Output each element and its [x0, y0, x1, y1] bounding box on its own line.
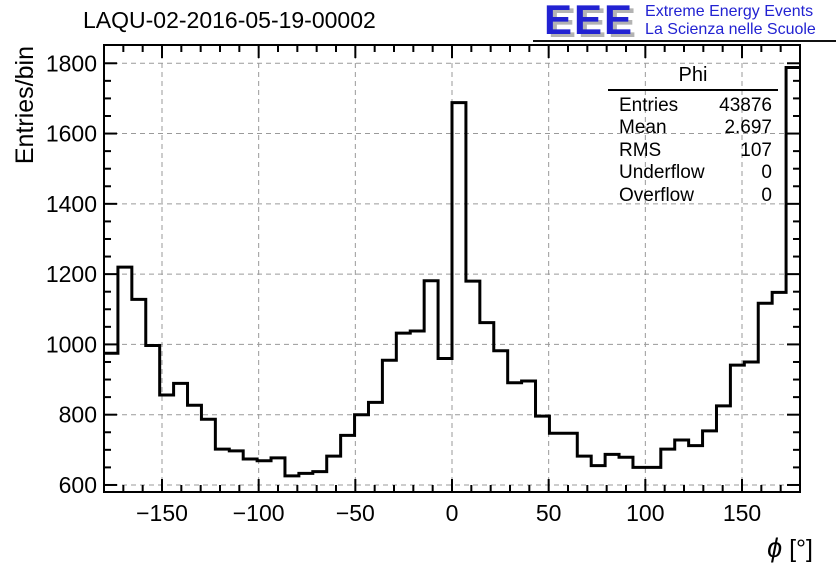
- phi-symbol: ϕ: [767, 533, 782, 563]
- y-axis-title: Entries/bin: [11, 46, 39, 164]
- x-tick-label: −100: [233, 500, 285, 526]
- stat-value: 0: [761, 184, 772, 206]
- eee-logo-line1: Extreme Energy Events: [645, 3, 814, 20]
- x-axis-title: ϕ [°]: [767, 533, 813, 563]
- stats-row-overflow: Overflow 0: [608, 185, 778, 207]
- stat-label: Entries: [619, 95, 679, 116]
- x-tick-label: 50: [536, 500, 562, 526]
- y-tick-label: 1800: [46, 50, 97, 76]
- eee-logo-text: Extreme Energy Events La Scienza nelle S…: [645, 0, 816, 39]
- x-tick-label: 0: [446, 500, 459, 526]
- eee-logo-line2: La Scienza nelle Scuole: [645, 21, 816, 38]
- y-tick-label: 800: [59, 402, 97, 428]
- stat-label: Overflow: [619, 184, 694, 206]
- stat-value: 43876: [719, 95, 772, 116]
- x-tick-label: −150: [136, 500, 188, 526]
- y-tick-label: 1600: [46, 121, 97, 147]
- stats-row-entries: Entries 43876: [608, 95, 778, 117]
- stat-label: Mean: [619, 117, 667, 139]
- y-tick-label: 1000: [46, 331, 97, 357]
- x-tick-label: 100: [626, 500, 664, 526]
- stat-value: 107: [740, 139, 772, 161]
- eee-logo-letters: EEE: [544, 0, 635, 43]
- stat-value: 2.697: [724, 117, 772, 139]
- histogram-series: [104, 65, 800, 478]
- plot-title: LAQU-02-2016-05-19-00002: [83, 7, 376, 33]
- stat-value: 0: [761, 162, 772, 184]
- stat-label: RMS: [619, 139, 662, 161]
- y-tick-label: 600: [59, 472, 97, 498]
- x-axis-unit: [°]: [782, 535, 813, 563]
- stats-row-underflow: Underflow 0: [608, 162, 778, 184]
- axis-ticks: [104, 45, 800, 492]
- y-tick-label: 1200: [46, 261, 97, 287]
- stats-row-mean: Mean 2.697: [608, 117, 778, 139]
- x-tick-label: 150: [723, 500, 761, 526]
- histogram-line: [104, 65, 800, 478]
- stats-row-rms: RMS 107: [608, 140, 778, 162]
- y-tick-label: 1400: [46, 191, 97, 217]
- axis-tick-labels: −150 −100 −50 0 50 100 150 600 800 1000 1200 1400 16…: [46, 50, 761, 526]
- stat-label: Underflow: [619, 162, 705, 184]
- eee-logo: EEE Extreme Energy Events La Scienza nel…: [544, 0, 816, 43]
- stats-box-rows: Entries 43876 Mean 2.697 RMS 107 Underfl…: [608, 91, 778, 207]
- stats-box-title: Phi: [608, 63, 778, 91]
- stats-box: Phi Entries 43876 Mean 2.697 RMS 107 Und…: [608, 63, 778, 207]
- logo-underline: [533, 40, 836, 42]
- x-tick-label: −50: [336, 500, 375, 526]
